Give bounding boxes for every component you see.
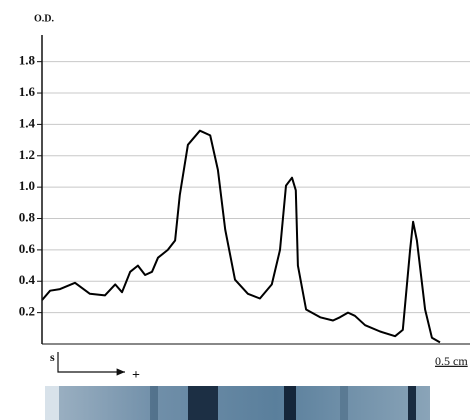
y-tick-label: 0.4: [19, 272, 36, 287]
y-tick-label: 1.6: [19, 84, 36, 99]
gel-strip: [45, 386, 430, 420]
y-tick-label: 0.6: [19, 241, 36, 256]
od-trace: [41, 129, 441, 344]
y-tick-label: 0.8: [19, 210, 36, 225]
y-axis-label: O.D.: [34, 13, 55, 24]
plot-area: 0.2 0.4 0.6 0.8 1.0 1.2 1.4 1.6 1.8: [19, 53, 470, 344]
y-tick-label: 0.2: [19, 304, 35, 319]
scale-label: 0.5 cm: [435, 354, 468, 368]
y-tick-label: 1.0: [19, 178, 35, 193]
y-tick-label: 1.8: [19, 53, 36, 68]
y-tick-label: 1.4: [19, 115, 36, 130]
start-label: s: [50, 350, 55, 364]
direction-label: +: [132, 368, 140, 383]
direction-arrow: [57, 352, 125, 376]
y-tick-label: 1.2: [19, 147, 35, 162]
